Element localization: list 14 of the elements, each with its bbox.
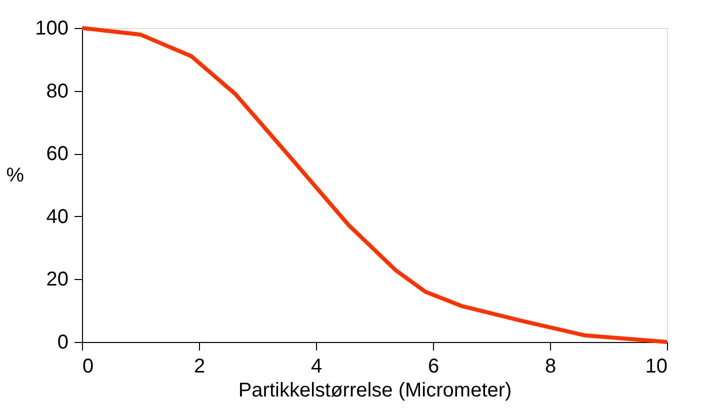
- x-tick-label: 8: [544, 356, 556, 378]
- x-tick-label: 2: [194, 356, 206, 378]
- x-axis-title: Partikkelstørrelse (Micrometer): [238, 380, 512, 402]
- x-tick-label: 6: [428, 356, 440, 378]
- y-tick-label: 100: [35, 18, 68, 40]
- x-tick-label: 10: [645, 356, 668, 378]
- y-tick-label: 0: [57, 332, 68, 354]
- y-tick-label: 60: [46, 143, 68, 166]
- x-tick-label: 0: [82, 356, 94, 378]
- y-tick-label: 40: [46, 206, 68, 228]
- x-tick-label: 4: [310, 356, 322, 378]
- y-tick-label: 80: [46, 80, 68, 102]
- y-axis-title: %: [6, 164, 24, 186]
- y-tick-label: 20: [46, 268, 68, 291]
